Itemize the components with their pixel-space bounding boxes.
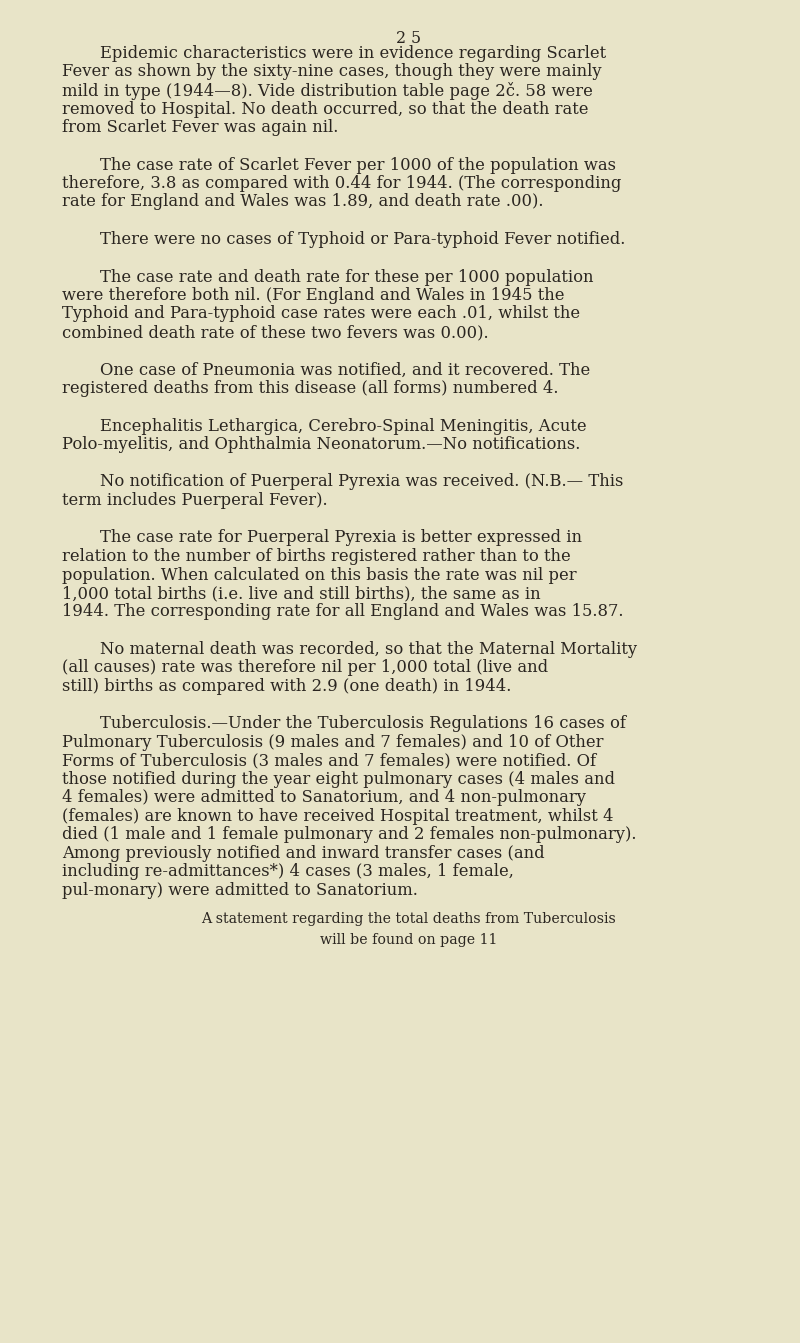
Text: Fever as shown by the sixty-nine cases, though they were mainly: Fever as shown by the sixty-nine cases, … — [62, 63, 602, 81]
Text: including re-admittances*) 4 cases (3 males, 1 female,: including re-admittances*) 4 cases (3 ma… — [62, 864, 514, 881]
Text: No notification of Puerperal Pyrexia was received. (N.B.— This: No notification of Puerperal Pyrexia was… — [100, 474, 623, 490]
Text: 2 5: 2 5 — [396, 30, 421, 47]
Text: 1,000 total births (i.e. live and still births), the same as in: 1,000 total births (i.e. live and still … — [62, 586, 541, 602]
Text: removed to Hospital. No death occurred, so that the death rate: removed to Hospital. No death occurred, … — [62, 101, 589, 117]
Text: Typhoid and Para-typhoid case rates were each .01, whilst the: Typhoid and Para-typhoid case rates were… — [62, 305, 580, 322]
Text: No maternal death was recorded, so that the Maternal Mortality: No maternal death was recorded, so that … — [100, 641, 637, 658]
Text: were therefore both nil. (For England and Wales in 1945 the: were therefore both nil. (For England an… — [62, 287, 565, 304]
Text: mild in type (1944—8). Vide distribution table page 2č. 58 were: mild in type (1944—8). Vide distribution… — [62, 82, 593, 99]
Text: from Scarlet Fever was again nil.: from Scarlet Fever was again nil. — [62, 120, 338, 136]
Text: pul-monary) were admitted to Sanatorium.: pul-monary) were admitted to Sanatorium. — [62, 882, 418, 898]
Text: relation to the number of births registered rather than to the: relation to the number of births registe… — [62, 548, 570, 565]
Text: (all causes) rate was therefore nil per 1,000 total (live and: (all causes) rate was therefore nil per … — [62, 659, 548, 677]
Text: Among previously notified and inward transfer cases (and: Among previously notified and inward tra… — [62, 845, 545, 862]
Text: those notified during the year eight pulmonary cases (4 males and: those notified during the year eight pul… — [62, 771, 615, 788]
Text: registered deaths from this disease (all forms) numbered 4.: registered deaths from this disease (all… — [62, 380, 558, 398]
Text: 4 females) were admitted to Sanatorium, and 4 non-pulmonary: 4 females) were admitted to Sanatorium, … — [62, 790, 586, 807]
Text: There were no cases of Typhoid or Para-typhoid Fever notified.: There were no cases of Typhoid or Para-t… — [100, 231, 626, 248]
Text: will be found on page 11: will be found on page 11 — [320, 933, 497, 947]
Text: population. When calculated on this basis the rate was nil per: population. When calculated on this basi… — [62, 567, 577, 583]
Text: term includes Puerperal Fever).: term includes Puerperal Fever). — [62, 492, 328, 509]
Text: still) births as compared with 2.9 (one death) in 1944.: still) births as compared with 2.9 (one … — [62, 678, 511, 694]
Text: The case rate for Puerperal Pyrexia is better expressed in: The case rate for Puerperal Pyrexia is b… — [100, 529, 582, 547]
Text: combined death rate of these two fevers was 0.00).: combined death rate of these two fevers … — [62, 324, 489, 341]
Text: Tuberculosis.—Under the Tuberculosis Regulations 16 cases of: Tuberculosis.—Under the Tuberculosis Reg… — [100, 716, 626, 732]
Text: Encephalitis Lethargica, Cerebro-Spinal Meningitis, Acute: Encephalitis Lethargica, Cerebro-Spinal … — [100, 418, 586, 435]
Text: The case rate of Scarlet Fever per 1000 of the population was: The case rate of Scarlet Fever per 1000 … — [100, 157, 616, 173]
Text: therefore, 3.8 as compared with 0.44 for 1944. (The corresponding: therefore, 3.8 as compared with 0.44 for… — [62, 175, 622, 192]
Text: died (1 male and 1 female pulmonary and 2 females non-pulmonary).: died (1 male and 1 female pulmonary and … — [62, 826, 637, 843]
Text: Epidemic characteristics were in evidence regarding Scarlet: Epidemic characteristics were in evidenc… — [100, 46, 606, 62]
Text: The case rate and death rate for these per 1000 population: The case rate and death rate for these p… — [100, 269, 594, 286]
Text: rate for England and Wales was 1.89, and death rate .00).: rate for England and Wales was 1.89, and… — [62, 193, 543, 211]
Text: (females) are known to have received Hospital treatment, whilst 4: (females) are known to have received Hos… — [62, 808, 614, 825]
Text: Pulmonary Tuberculosis (9 males and 7 females) and 10 of Other: Pulmonary Tuberculosis (9 males and 7 fe… — [62, 735, 603, 751]
Text: 1944. The corresponding rate for all England and Wales was 15.87.: 1944. The corresponding rate for all Eng… — [62, 603, 623, 620]
Text: Polo-myelitis, and Ophthalmia Neonatorum.—No notifications.: Polo-myelitis, and Ophthalmia Neonatorum… — [62, 436, 580, 453]
Text: A statement regarding the total deaths from Tuberculosis: A statement regarding the total deaths f… — [201, 912, 616, 927]
Text: Forms of Tuberculosis (3 males and 7 females) were notified. Of: Forms of Tuberculosis (3 males and 7 fem… — [62, 752, 596, 770]
Text: One case of Pneumonia was notified, and it recovered. The: One case of Pneumonia was notified, and … — [100, 361, 590, 379]
